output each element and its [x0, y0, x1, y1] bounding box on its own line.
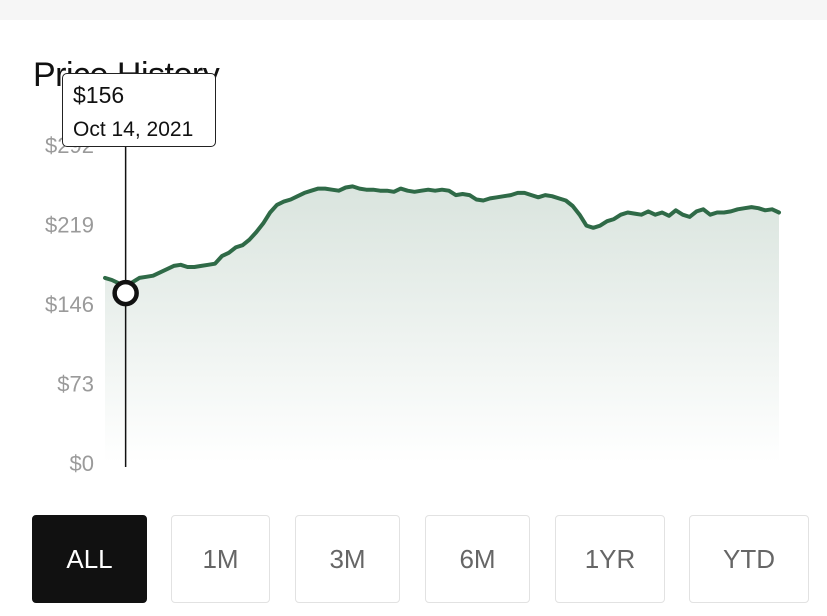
range-button-3m[interactable]: 3M: [295, 515, 400, 603]
y-axis: $0$73$146$219$292: [45, 133, 94, 476]
highlight-point[interactable]: [112, 279, 139, 307]
price-tooltip: $156 Oct 14, 2021: [62, 73, 216, 147]
range-button-1yr[interactable]: 1YR: [555, 515, 665, 603]
y-tick-label: $219: [45, 213, 94, 238]
y-tick-label: $73: [57, 372, 94, 397]
y-tick-label: $146: [45, 292, 94, 317]
y-tick-label: $0: [70, 451, 94, 476]
range-button-1m[interactable]: 1M: [171, 515, 270, 603]
range-button-6m[interactable]: 6M: [425, 515, 530, 603]
tooltip-price: $156: [73, 82, 125, 108]
range-button-ytd[interactable]: YTD: [689, 515, 809, 603]
range-button-all[interactable]: ALL: [32, 515, 147, 603]
price-line: [103, 184, 781, 296]
top-strip: [0, 0, 827, 20]
price-area: [105, 186, 779, 463]
price-chart[interactable]: $0$73$146$219$292: [0, 0, 827, 500]
tooltip-date: Oct 14, 2021: [73, 118, 194, 141]
